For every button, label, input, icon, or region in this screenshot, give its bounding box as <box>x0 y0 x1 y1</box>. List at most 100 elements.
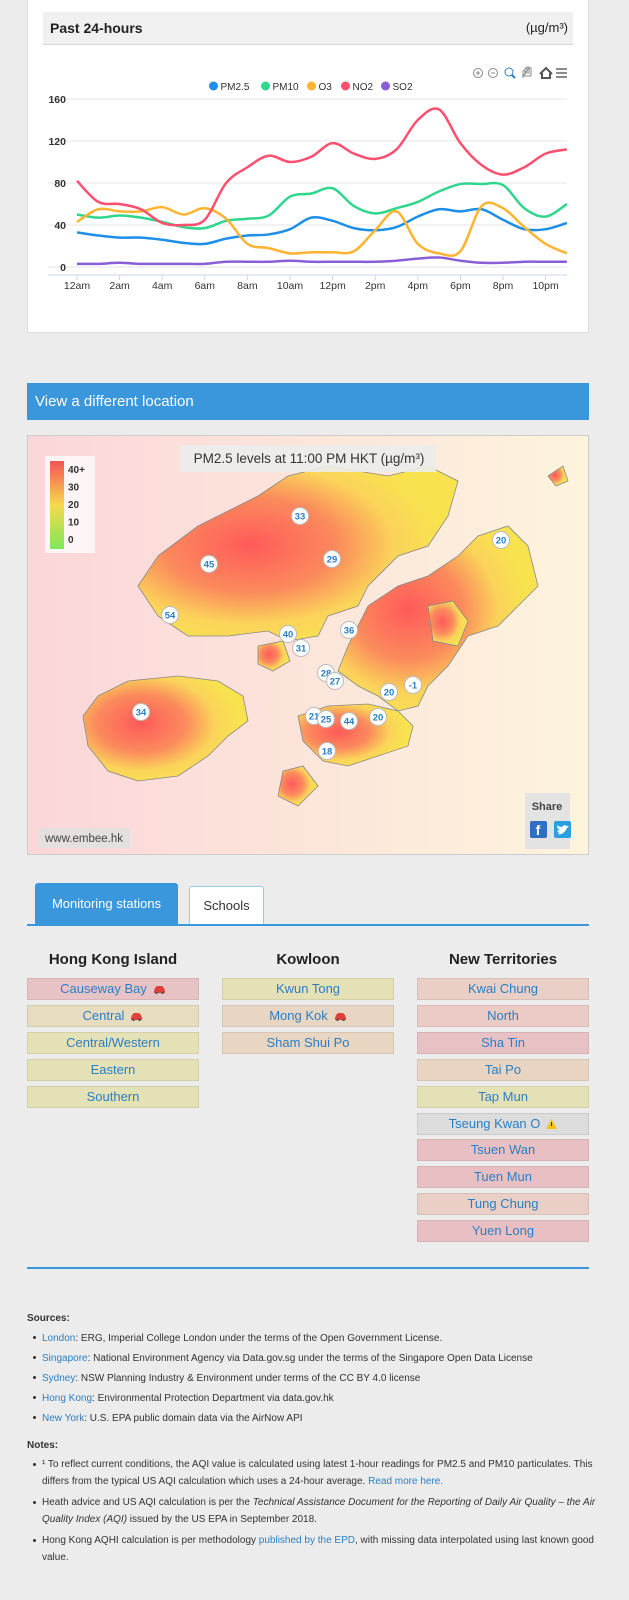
station-row[interactable]: Kwai Chung <box>417 978 589 1000</box>
station-marker[interactable] <box>200 555 218 573</box>
station-marker[interactable] <box>291 507 309 525</box>
tab-active[interactable] <box>35 883 178 925</box>
station-marker[interactable] <box>161 606 179 624</box>
chart-toolbar[interactable] <box>473 66 568 79</box>
station-value[interactable]: -1 <box>409 681 418 692</box>
station-value[interactable]: 28 <box>321 669 332 680</box>
station-value[interactable]: 25 <box>321 715 332 726</box>
station-name[interactable]: Tuen Mun <box>473 1169 533 1185</box>
station-name[interactable]: Tai Po <box>484 1061 522 1077</box>
station-name[interactable]: Central/Western <box>66 1034 160 1050</box>
station-name[interactable]: Tung Chung <box>467 1196 539 1212</box>
station-marker[interactable] <box>292 639 310 657</box>
tab-label[interactable]: Monitoring stations <box>51 896 162 911</box>
station-row[interactable]: Tung Chung <box>417 1193 589 1216</box>
station-marker[interactable] <box>404 676 422 694</box>
station-row[interactable]: Tai Po <box>417 1058 589 1081</box>
station-value[interactable]: 45 <box>204 560 215 571</box>
station-row[interactable]: Southern <box>27 1085 199 1108</box>
legend-swatch[interactable] <box>261 81 270 91</box>
location-header-bar[interactable] <box>27 383 589 420</box>
station-name[interactable]: Yuen Long <box>471 1223 535 1239</box>
station-row[interactable]: Sham Shui Po <box>222 1031 394 1054</box>
legend-label[interactable]: NO2 <box>353 82 374 93</box>
note-link[interactable]: published by the EPD <box>258 1535 355 1546</box>
station-marker[interactable] <box>323 550 341 568</box>
facebook-icon: f <box>536 822 541 838</box>
source-link[interactable]: New York <box>42 1413 85 1424</box>
station-row[interactable]: Tuen Mun <box>417 1166 589 1189</box>
station-row[interactable]: Tsuen Wan <box>417 1139 589 1162</box>
station-name[interactable]: Tsuen Wan <box>470 1142 536 1158</box>
station-name[interactable]: North <box>487 1007 519 1023</box>
station-value[interactable]: 20 <box>373 713 384 724</box>
station-row[interactable]: Causeway Bay <box>27 978 199 1000</box>
station-row[interactable]: Eastern <box>27 1058 199 1081</box>
station-name[interactable]: Kwun Tong <box>275 981 341 996</box>
station-name[interactable]: Southern <box>86 1088 140 1104</box>
station-value[interactable]: 29 <box>327 555 338 566</box>
station-name[interactable]: Tap Mun <box>478 1088 528 1104</box>
car-wheel <box>336 1018 339 1022</box>
station-marker[interactable] <box>279 625 297 643</box>
station-value[interactable]: 31 <box>296 644 307 655</box>
station-name[interactable]: Sham Shui Po <box>266 1034 350 1050</box>
station-name[interactable]: Tseung Kwan O <box>448 1115 541 1131</box>
station-value[interactable]: 33 <box>295 512 306 523</box>
location-header[interactable]: View a different location <box>35 393 194 410</box>
map[interactable]: PM2.5 levels at 11:00 PM HKT (µg/m³) Sha… <box>28 436 589 855</box>
station-row[interactable]: Yuen Long <box>417 1220 589 1243</box>
station-row[interactable]: Kwun Tong <box>222 978 394 1000</box>
station-marker[interactable] <box>492 531 510 549</box>
legend-swatch[interactable] <box>209 81 218 91</box>
station-row[interactable]: Sha Tin <box>417 1031 589 1054</box>
source-link[interactable]: Hong Kong <box>42 1393 93 1404</box>
station-name[interactable]: Kwai Chung <box>467 981 539 996</box>
station-marker[interactable] <box>326 672 344 690</box>
station-marker[interactable] <box>317 710 335 728</box>
station-value[interactable]: 18 <box>322 747 333 758</box>
station-name[interactable]: Eastern <box>90 1061 136 1077</box>
source-link[interactable]: London <box>42 1333 76 1344</box>
source-link[interactable]: Singapore <box>42 1353 88 1364</box>
map-credit: www.embee.hk <box>44 833 123 845</box>
station-row[interactable]: Central/Western <box>27 1031 199 1054</box>
station-value[interactable]: 20 <box>384 688 395 699</box>
station-value[interactable]: 44 <box>344 717 355 728</box>
station-value[interactable]: 20 <box>496 536 507 547</box>
tab-label[interactable]: Schools <box>203 898 250 913</box>
station-row[interactable]: Mong Kok <box>222 1004 394 1027</box>
station-marker[interactable] <box>380 683 398 701</box>
station-row[interactable]: Tseung Kwan O <box>417 1112 589 1135</box>
station-value[interactable]: 54 <box>165 611 176 622</box>
legend-swatch[interactable] <box>307 81 316 91</box>
station-row[interactable]: North <box>417 1004 589 1027</box>
station-marker[interactable] <box>369 708 387 726</box>
station-value[interactable]: 34 <box>136 708 147 719</box>
station-name[interactable]: Mong Kok <box>269 1007 328 1023</box>
note-link[interactable]: Read more here. <box>368 1476 444 1487</box>
station-name[interactable]: Sha Tin <box>480 1034 526 1050</box>
facebook-button[interactable] <box>530 821 547 838</box>
legend-swatch[interactable] <box>341 81 350 91</box>
legend-label[interactable]: O3 <box>319 82 333 93</box>
station-name[interactable]: Central <box>82 1007 125 1023</box>
station-marker[interactable] <box>340 621 358 639</box>
station-marker[interactable] <box>132 703 150 721</box>
station-name[interactable]: Causeway Bay <box>60 981 147 996</box>
station-value[interactable]: 21 <box>309 712 320 723</box>
station-value[interactable]: 27 <box>330 677 341 688</box>
station-row[interactable]: Central <box>27 1004 199 1027</box>
station-value[interactable]: 40 <box>283 630 294 641</box>
station-marker[interactable] <box>318 742 336 760</box>
tab[interactable] <box>189 886 264 925</box>
station-value[interactable]: 36 <box>344 626 355 637</box>
tab-rule <box>27 924 589 926</box>
legend-label[interactable]: PM10 <box>273 82 300 93</box>
source-link[interactable]: Sydney <box>42 1373 76 1384</box>
station-row[interactable]: Tap Mun <box>417 1085 589 1108</box>
station-marker[interactable] <box>340 712 358 730</box>
legend-label[interactable]: PM2.5 <box>221 82 250 93</box>
legend-label[interactable]: SO2 <box>393 82 413 93</box>
legend-swatch[interactable] <box>381 81 390 91</box>
